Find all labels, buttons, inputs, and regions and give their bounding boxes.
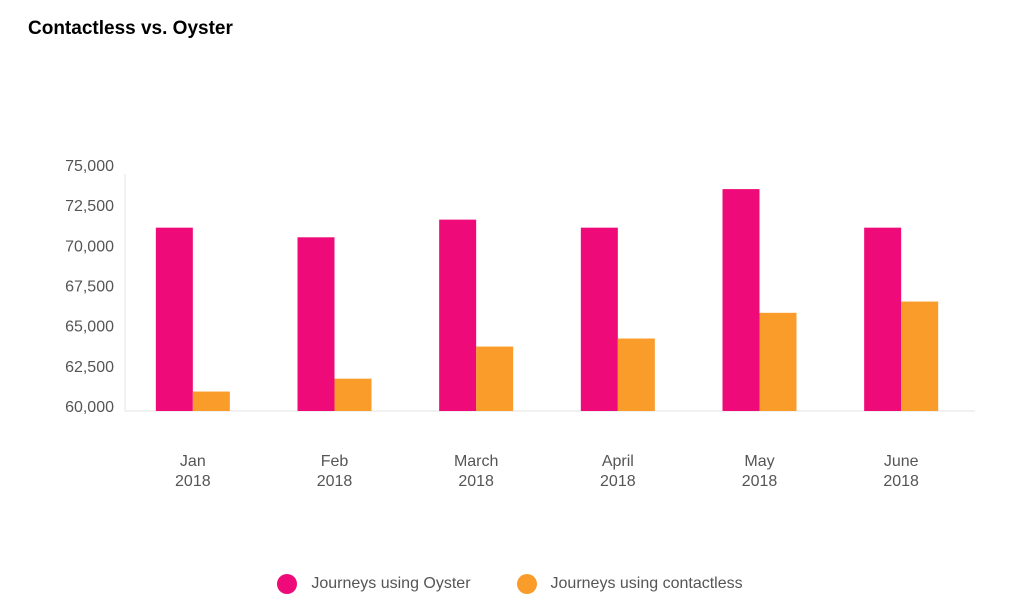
legend-label-oyster: Journeys using Oyster (311, 575, 471, 592)
contactless-bar[interactable] (617, 338, 655, 411)
legend: Journeys using Oyster Journeys using con… (0, 574, 1020, 594)
x-tick-label: May (744, 453, 774, 470)
legend-swatch-contactless (516, 574, 537, 594)
contactless-bar[interactable] (759, 312, 797, 411)
y-tick-label: 60,000 (65, 399, 114, 416)
legend-item-contactless[interactable]: Journeys using contactless (516, 574, 743, 594)
y-tick-label: 67,500 (65, 279, 114, 296)
x-tick-label: March (454, 453, 498, 470)
y-tick-label: 70,000 (65, 238, 114, 255)
x-tick-label: April (602, 453, 634, 470)
contactless-bar[interactable] (334, 378, 372, 411)
legend-swatch-oyster (277, 574, 298, 594)
y-tick-labels: 75,000 72,500 70,000 67,500 65,000 62,500 60,0… (65, 158, 114, 416)
x-tick-label: 2018 (458, 473, 494, 490)
x-tick-labels: Jan 2018 Feb 2018 March 2018 April 2018 May 2018 J… (175, 453, 919, 490)
x-tick-label: 2018 (175, 473, 211, 490)
oyster-bar[interactable] (864, 227, 902, 411)
x-tick-label: Feb (321, 453, 349, 470)
oyster-bar[interactable] (580, 227, 618, 411)
x-tick-label: 2018 (600, 473, 636, 490)
contactless-bar[interactable] (901, 301, 939, 411)
contactless-bar[interactable] (476, 346, 514, 411)
legend-item-oyster[interactable]: Journeys using Oyster (277, 574, 471, 594)
x-tick-label: 2018 (883, 473, 919, 490)
x-tick-label: 2018 (742, 473, 778, 490)
oyster-bar[interactable] (155, 227, 193, 411)
oyster-bar[interactable] (297, 237, 335, 411)
oyster-bar[interactable] (722, 189, 760, 411)
x-tick-label: 2018 (317, 473, 353, 490)
chart-title: Contactless vs. Oyster (28, 18, 233, 39)
oyster-bar[interactable] (439, 219, 477, 411)
contactless-bar[interactable] (192, 391, 230, 411)
y-tick-label: 65,000 (65, 319, 114, 336)
x-tick-label: Jan (180, 453, 206, 470)
y-tick-label: 72,500 (65, 198, 114, 215)
y-tick-label: 75,000 (65, 158, 114, 175)
y-tick-label: 62,500 (65, 359, 114, 376)
x-tick-label: June (884, 453, 919, 470)
bar-chart: 75,000 72,500 70,000 67,500 65,000 62,500 60,0… (65, 158, 975, 490)
bar-marks (155, 189, 939, 411)
legend-label-contactless: Journeys using contactless (550, 575, 743, 592)
